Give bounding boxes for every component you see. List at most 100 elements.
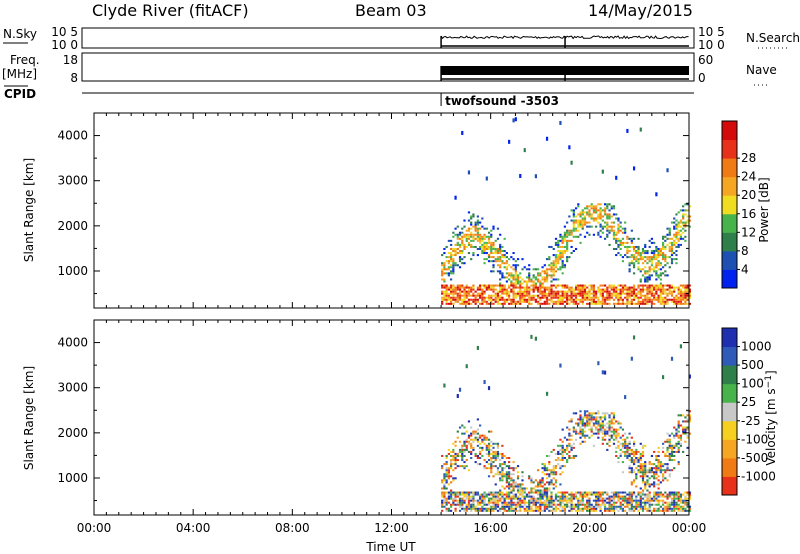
echo-cell xyxy=(621,446,625,449)
echo-cell xyxy=(639,471,642,474)
echo-cell xyxy=(523,148,526,153)
echo-cell xyxy=(530,491,533,494)
echo-cell xyxy=(441,467,444,470)
echo-cell xyxy=(499,260,502,263)
echo-cell xyxy=(688,374,691,379)
echo-cell xyxy=(655,290,658,293)
echo-cell xyxy=(472,284,475,287)
echo-cell xyxy=(474,430,477,433)
echo-cell xyxy=(630,260,633,263)
echo-cell xyxy=(592,219,596,222)
echo-cell xyxy=(579,420,582,423)
echo-cell xyxy=(626,442,629,445)
echo-cell xyxy=(588,416,591,419)
echo-cell xyxy=(644,487,647,490)
echo-cell xyxy=(659,495,662,498)
echo-cell xyxy=(673,302,676,305)
echo-cell xyxy=(597,290,600,293)
echo-cell xyxy=(454,247,457,250)
echo-cell xyxy=(628,507,631,510)
echo-cell xyxy=(628,264,631,267)
echo-cell xyxy=(550,266,553,269)
echo-cell xyxy=(597,412,600,415)
echo-cell xyxy=(443,286,446,289)
echo-cell xyxy=(566,249,569,253)
echo-cell xyxy=(574,430,578,433)
echo-cell xyxy=(559,252,562,255)
echo-cell xyxy=(688,225,691,228)
echo-cell xyxy=(617,509,620,512)
echo-cell xyxy=(579,414,582,417)
echo-cell xyxy=(530,302,533,305)
echo-cell xyxy=(461,448,464,451)
echo-cell xyxy=(606,205,609,208)
echo-cell xyxy=(481,294,484,297)
echo-cell xyxy=(501,469,504,472)
echo-cell xyxy=(664,290,667,293)
echo-cell xyxy=(465,296,468,299)
echo-cell xyxy=(637,298,640,301)
echo-cell xyxy=(501,256,504,259)
echo-cell xyxy=(483,501,486,504)
echo-cell xyxy=(541,503,544,506)
echo-cell xyxy=(597,286,600,289)
echo-cell xyxy=(601,442,604,445)
echo-cell xyxy=(630,448,633,451)
echo-cell xyxy=(628,262,631,265)
echo-cell xyxy=(572,229,575,232)
echo-cell xyxy=(628,446,631,449)
echo-cell xyxy=(661,479,665,482)
echo-cell xyxy=(583,412,587,415)
y-tick-label: 3000 xyxy=(57,381,88,395)
colorbar-segment xyxy=(722,121,737,141)
echo-cell xyxy=(570,503,573,506)
echo-cell xyxy=(677,424,680,427)
echo-cell xyxy=(476,215,479,218)
echo-cell xyxy=(686,302,689,305)
echo-cell xyxy=(541,479,544,482)
echo-cell xyxy=(653,467,656,470)
echo-cell xyxy=(508,456,511,460)
echo-cell xyxy=(561,241,564,244)
echo-cell xyxy=(532,274,535,277)
echo-cell xyxy=(659,252,662,255)
echo-cell xyxy=(597,300,600,303)
echo-cell xyxy=(646,507,649,510)
echo-cell xyxy=(496,499,500,502)
echo-cell xyxy=(445,290,448,293)
echo-cell xyxy=(610,215,613,218)
echo-cell xyxy=(572,227,575,230)
echo-cell xyxy=(677,442,680,445)
echo-cell xyxy=(508,475,511,478)
echo-cell xyxy=(494,495,497,498)
echo-cell xyxy=(557,503,560,506)
echo-cell xyxy=(601,420,604,423)
echo-cell xyxy=(595,290,598,293)
echo-cell xyxy=(621,461,625,464)
echo-cell xyxy=(608,294,611,297)
echo-cell xyxy=(612,501,616,504)
echo-cell xyxy=(501,471,504,474)
echo-cell xyxy=(615,432,618,435)
echo-cell xyxy=(452,292,455,295)
echo-cell xyxy=(646,290,649,293)
echo-cell xyxy=(650,286,654,289)
echo-cell xyxy=(655,278,658,281)
echo-cell xyxy=(666,450,669,453)
echo-cell xyxy=(570,495,573,498)
echo-cell xyxy=(581,294,584,297)
echo-cell xyxy=(588,418,591,421)
echo-cell xyxy=(608,509,611,512)
echo-cell xyxy=(510,485,513,488)
echo-cell xyxy=(610,284,613,287)
echo-cell xyxy=(472,438,475,441)
echo-cell xyxy=(624,501,627,504)
echo-cell xyxy=(637,503,640,506)
echo-cell xyxy=(574,292,578,295)
echo-cell xyxy=(650,475,654,478)
echo-cell xyxy=(677,436,680,439)
echo-cell xyxy=(479,434,482,437)
echo-cell xyxy=(554,237,558,240)
echo-cell xyxy=(595,416,598,419)
